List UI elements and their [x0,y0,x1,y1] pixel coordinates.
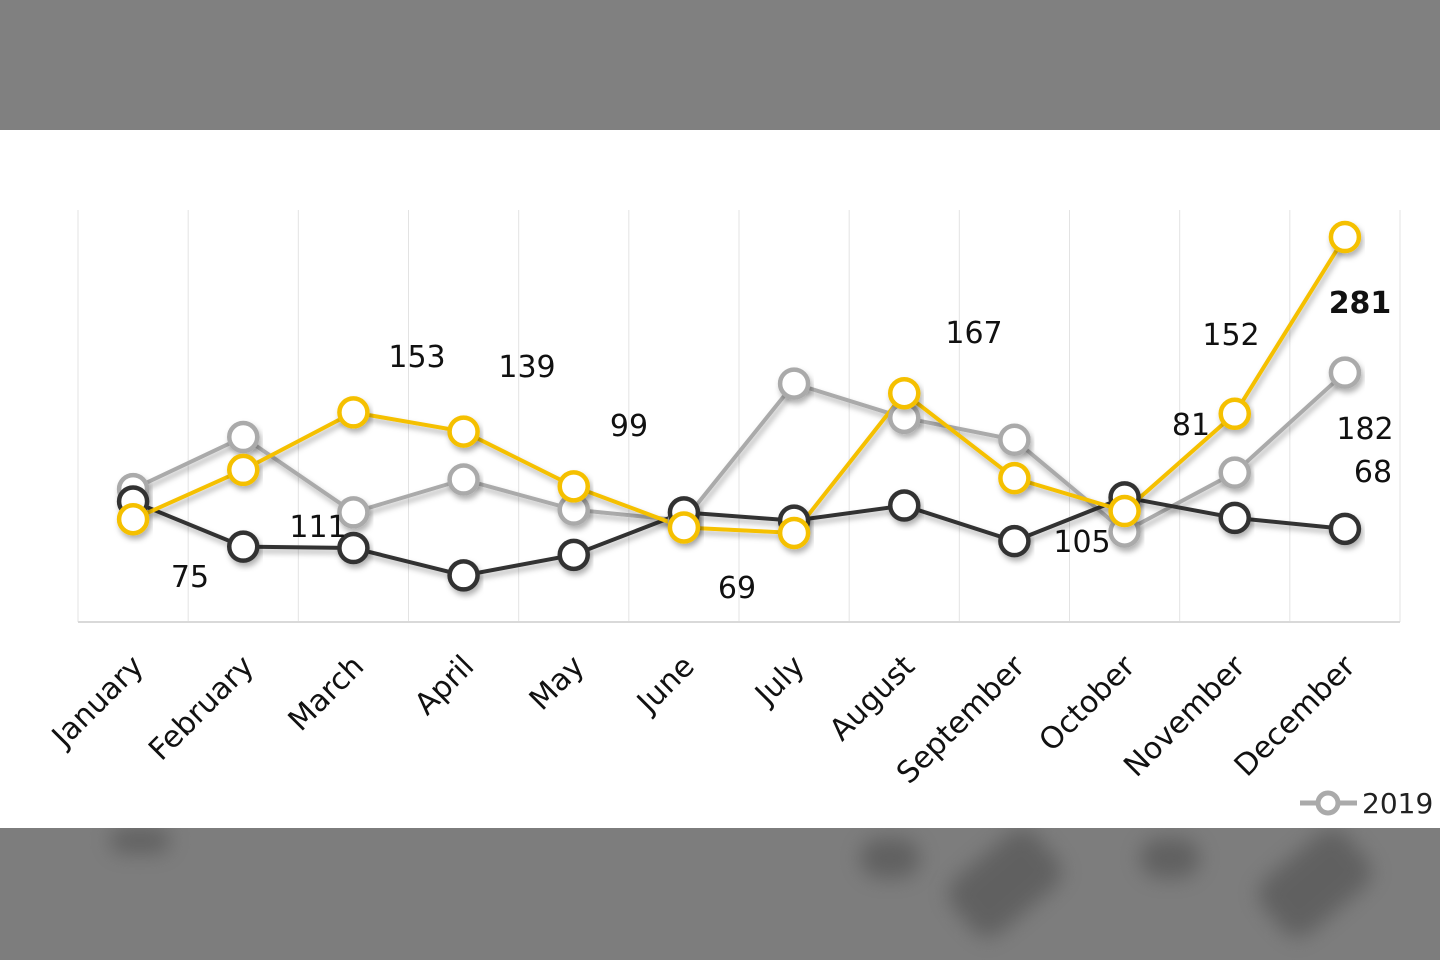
x-tick-label: June [629,649,701,721]
legend: 2019 [1300,787,1433,820]
series-line-2 [132,235,1347,535]
data-label: 68 [1354,455,1392,490]
data-point-0-2[interactable] [337,496,370,529]
data-label: 105 [1053,525,1110,560]
x-tick-label: March [282,649,371,738]
data-point-0-1[interactable] [227,420,260,454]
data-point-1-11[interactable] [1328,512,1362,546]
data-point-2-1[interactable] [227,453,260,487]
data-label: 152 [1202,318,1259,353]
data-point-2-11[interactable] [1328,220,1362,254]
data-point-0-8[interactable] [998,423,1031,457]
data-label: 281 [1329,286,1392,321]
data-label: 99 [610,409,648,444]
data-label: 139 [498,350,555,385]
data-point-0-6[interactable] [777,367,811,400]
data-label: 167 [945,316,1002,351]
data-point-1-4[interactable] [557,538,590,572]
data-point-0-3[interactable] [447,463,480,496]
data-point-2-3[interactable] [447,415,480,448]
data-point-2-5[interactable] [667,511,701,544]
data-point-0-11[interactable] [1328,356,1362,389]
data-label: 111 [289,510,346,545]
series-line-0 [132,371,1347,534]
legend-label: 2019 [1362,787,1433,820]
data-label: 153 [388,340,445,375]
x-tick-label: August [823,649,922,748]
x-tick-label: January [44,649,151,756]
x-tick-label: April [408,649,481,722]
data-point-1-3[interactable] [447,559,480,592]
data-point-1-8[interactable] [998,524,1031,558]
series-line-1 [132,495,1346,578]
data-label: 75 [171,560,209,595]
data-point-0-10[interactable] [1218,456,1251,489]
x-tick-label: December [1228,648,1363,783]
data-point-2-4[interactable] [557,470,590,503]
x-tick-label: July [747,649,811,713]
data-label: 182 [1336,412,1393,447]
legend-marker [1315,790,1341,816]
data-point-1-7[interactable] [888,489,921,522]
data-point-1-2[interactable] [337,531,370,565]
x-tick-label: February [142,649,261,768]
data-point-2-7[interactable] [888,376,921,410]
data-point-2-8[interactable] [998,461,1031,495]
data-point-2-6[interactable] [777,516,811,550]
x-tick-label: May [523,649,592,718]
bottom-backdrop [0,828,1440,960]
data-label: 81 [1172,408,1210,443]
top-backdrop [0,0,1440,130]
data-point-2-10[interactable] [1218,397,1251,431]
data-point-2-9[interactable] [1108,494,1141,528]
data-point-2-2[interactable] [337,396,370,429]
data-point-1-10[interactable] [1218,501,1251,535]
data-point-2-0[interactable] [116,503,150,536]
data-label: 69 [718,571,756,606]
x-tick-label: October [1033,648,1143,758]
data-point-1-1[interactable] [227,530,260,563]
